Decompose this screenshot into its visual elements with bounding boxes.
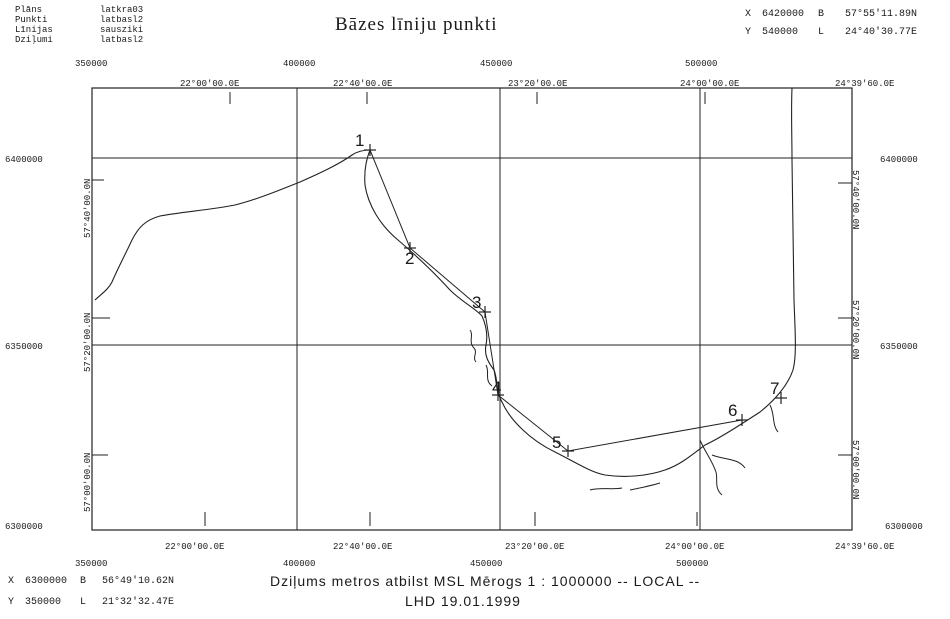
point-label-1: 1 <box>355 131 364 150</box>
header-value-dzilumi: latbasl2 <box>100 35 143 45</box>
longitude-label: 24°00'00.0E <box>680 79 739 89</box>
tr-axis-x: X <box>745 9 751 20</box>
header-value-plans: latkra03 <box>100 5 143 15</box>
left-latitude-labels: 57°40'00.0N 57°20'00.0N 57°00'00.0N <box>83 179 93 512</box>
tr-value-x: 6420000 <box>762 9 804 20</box>
header-label-punkti: Punkti <box>15 15 47 25</box>
bl-hemi-x: B <box>80 576 86 587</box>
header-value-linijas: sausziki <box>100 25 143 35</box>
longitude-label: 23°20'00.0E <box>508 79 567 89</box>
longitude-label: 24°00'00.0E <box>665 542 724 552</box>
left-northing-labels: 6400000 6350000 6300000 <box>5 155 43 532</box>
longitude-label: 22°00'00.0E <box>165 542 224 552</box>
header-value-punkti: latbasl2 <box>100 15 143 25</box>
footer-date: LHD 19.01.1999 <box>405 593 521 609</box>
footer-depth-scale: Dziļums metros atbilst MSL Mērogs 1 : 10… <box>270 573 700 589</box>
point-label-4: 4 <box>492 378 501 397</box>
northing-label: 6300000 <box>5 522 43 532</box>
northing-label: 6350000 <box>880 342 918 352</box>
bottom-easting-labels: 350000 400000 450000 500000 <box>75 559 708 569</box>
bl-value-x: 6300000 <box>25 576 67 587</box>
easting-label: 450000 <box>470 559 502 569</box>
tr-hemi-y: L <box>818 27 824 38</box>
point-label-7: 7 <box>770 379 779 398</box>
tr-value-y: 540000 <box>762 27 798 38</box>
river-inlet <box>699 404 779 496</box>
map-frame <box>91 87 853 531</box>
longitude-label: 22°00'00.0E <box>180 79 239 89</box>
point-label-6: 6 <box>728 401 737 420</box>
tr-geo-y: 24°40'30.77E <box>845 26 917 38</box>
latitude-label: 57°00'00.0N <box>83 453 93 512</box>
coastline <box>94 87 796 477</box>
easting-label: 400000 <box>283 59 315 69</box>
longitude-label: 22°40'00.0E <box>333 542 392 552</box>
bl-value-y: 350000 <box>25 597 61 608</box>
graticule-ticks <box>92 92 852 526</box>
coastline-detail <box>469 329 493 387</box>
right-northing-labels: 6400000 6350000 6300000 <box>880 155 923 532</box>
bl-axis-x: X <box>8 576 14 587</box>
easting-label: 350000 <box>75 559 107 569</box>
latitude-label: 57°20'00.0N <box>83 313 93 372</box>
header-label-linijas: Līnijas <box>15 25 53 35</box>
point-label-2: 2 <box>405 249 414 268</box>
easting-label: 350000 <box>75 59 107 69</box>
right-latitude-labels: 57°40'00.0N 57°20'00.0N 57°00'00.0N <box>850 170 860 499</box>
bl-geo-x: 56°49'10.62N <box>102 575 174 587</box>
tr-hemi-x: B <box>818 9 824 20</box>
longitude-label: 24°39'60.0E <box>835 79 894 89</box>
point-markers <box>364 144 787 457</box>
latitude-label: 57°20'00.0N <box>850 300 860 359</box>
point-label-3: 3 <box>472 293 481 312</box>
coastal-islands <box>589 482 661 491</box>
header-info: Plāns latkra03 Punkti latbasl2 Līnijas s… <box>15 5 143 45</box>
point-label-5: 5 <box>552 433 561 452</box>
longitude-label: 22°40'00.0E <box>333 79 392 89</box>
northing-label: 6300000 <box>885 522 923 532</box>
easting-label: 500000 <box>676 559 708 569</box>
grid-lines <box>92 88 852 530</box>
northing-label: 6400000 <box>5 155 43 165</box>
header-label-plans: Plāns <box>15 5 42 15</box>
easting-label: 500000 <box>685 59 717 69</box>
longitude-label: 23°20'00.0E <box>505 542 564 552</box>
northing-label: 6350000 <box>5 342 43 352</box>
top-easting-labels: 350000 400000 450000 500000 <box>75 59 717 69</box>
point-labels: 1 2 3 4 5 6 7 <box>355 131 779 452</box>
latitude-label: 57°40'00.0N <box>83 179 93 238</box>
easting-label: 450000 <box>480 59 512 69</box>
top-longitude-labels: 22°00'00.0E 22°40'00.0E 23°20'00.0E 24°0… <box>180 79 894 89</box>
latitude-label: 57°00'00.0N <box>850 440 860 499</box>
easting-label: 400000 <box>283 559 315 569</box>
map-title: Bāzes līniju punkti <box>335 14 498 35</box>
top-right-coords: X 6420000 B 57°55'11.89N Y 540000 L 24°4… <box>745 8 917 38</box>
bl-hemi-y: L <box>80 597 86 608</box>
tr-geo-x: 57°55'11.89N <box>845 8 917 20</box>
header-label-dzilumi: Dziļumi <box>15 35 53 45</box>
bottom-left-coords: X 6300000 B 56°49'10.62N Y 350000 L 21°3… <box>8 575 174 608</box>
northing-label: 6400000 <box>880 155 918 165</box>
bl-geo-y: 21°32'32.47E <box>102 596 174 608</box>
bl-axis-y: Y <box>8 597 14 608</box>
bottom-longitude-labels: 22°00'00.0E 22°40'00.0E 23°20'00.0E 24°0… <box>165 542 894 552</box>
latitude-label: 57°40'00.0N <box>850 170 860 229</box>
baseline <box>369 149 743 452</box>
tr-axis-y: Y <box>745 27 751 38</box>
longitude-label: 24°39'60.0E <box>835 542 894 552</box>
